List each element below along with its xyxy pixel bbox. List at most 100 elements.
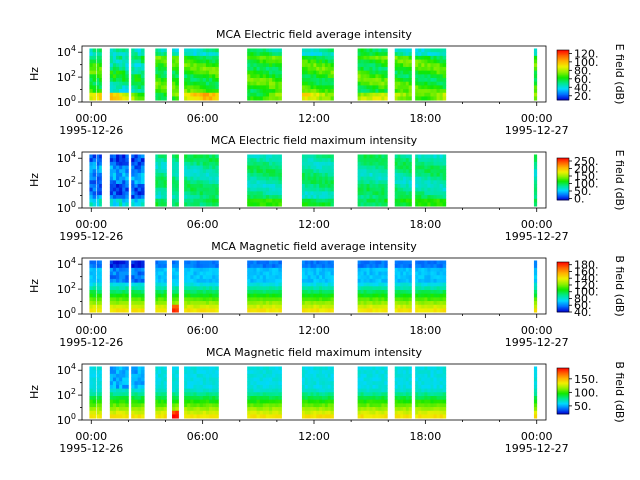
colorbar-segment: [557, 388, 569, 390]
spectrogram-cell: [259, 264, 264, 269]
spectrogram-cell: [439, 52, 444, 57]
spectrogram-cell: [415, 407, 419, 412]
spectrogram-cell: [247, 388, 251, 393]
spectrogram-cell: [112, 66, 117, 72]
spectrogram-cell: [134, 403, 139, 408]
spectrogram-cell: [134, 308, 139, 313]
spectrogram-cell: [259, 377, 264, 382]
spectrogram-cell: [400, 52, 404, 57]
spectrogram-cell: [394, 172, 398, 178]
spectrogram-cell: [418, 158, 422, 163]
spectrogram-cell: [172, 195, 176, 200]
colorbar-segment: [557, 273, 569, 275]
spectrogram-cell: [330, 180, 334, 185]
spectrogram-cell: [131, 78, 135, 83]
spectrogram-cell: [418, 399, 422, 404]
spectrogram-cell: [378, 161, 382, 166]
spectrogram-cell: [163, 184, 167, 189]
spectrogram-cell: [403, 396, 407, 401]
colorbar-segment: [557, 400, 569, 402]
spectrogram-cell: [405, 377, 410, 382]
spectrogram-cell: [209, 55, 213, 60]
spectrogram-cell: [256, 187, 261, 192]
spectrogram-cell: [247, 96, 251, 101]
spectrogram-cell: [533, 278, 538, 284]
spectrogram-cell: [433, 304, 437, 309]
spectrogram-cell: [408, 366, 412, 371]
spectrogram-cell: [533, 384, 538, 390]
spectrogram-cell: [116, 169, 120, 174]
spectrogram-cell: [160, 370, 165, 375]
spectrogram-cell: [394, 377, 398, 382]
spectrogram-cell: [160, 278, 165, 284]
spectrogram-cell: [259, 70, 264, 75]
x-tick-label: 12:00: [298, 112, 330, 125]
spectrogram-cell: [109, 63, 114, 68]
spectrogram-cell: [408, 96, 412, 101]
spectrogram-cell: [250, 154, 254, 159]
spectrogram-cell: [278, 304, 282, 309]
spectrogram-cell: [259, 275, 264, 280]
spectrogram-cell: [155, 304, 159, 309]
spectrogram-cell: [96, 370, 100, 375]
colorbar-frame: [556, 157, 570, 201]
spectrogram-cell: [330, 388, 334, 393]
spectrogram-cell: [96, 187, 100, 192]
spectrogram-cell: [250, 267, 254, 272]
spectrogram-cell: [116, 304, 120, 309]
spectrogram-cell: [427, 301, 431, 306]
spectrogram-cell: [375, 308, 379, 313]
spectrogram-cell: [278, 384, 282, 390]
spectrogram-cell: [209, 191, 213, 196]
spectrogram-cell: [256, 96, 261, 101]
spectrogram-cell: [262, 396, 267, 401]
spectrogram-cell: [533, 370, 538, 375]
spectrogram-cell: [262, 198, 267, 203]
spectrogram-cell: [184, 286, 188, 291]
spectrogram-cell: [421, 158, 425, 163]
spectrogram-cell: [403, 373, 407, 378]
spectrogram-cell: [140, 176, 145, 181]
spectrogram-cell: [381, 282, 385, 287]
colorbar-segment: [557, 71, 569, 73]
spectrogram-cell: [272, 191, 276, 196]
spectrogram-cell: [433, 286, 437, 291]
spectrogram-cell: [307, 308, 311, 313]
spectrogram-cell: [96, 198, 100, 203]
spectrogram-cell: [304, 195, 309, 200]
spectrogram-cell: [369, 169, 373, 174]
spectrogram-cell: [427, 267, 431, 272]
spectrogram-cell: [160, 282, 165, 287]
spectrogram-cell: [92, 290, 97, 295]
spectrogram-cell: [190, 74, 194, 79]
spectrogram-cell: [408, 158, 412, 163]
spectrogram-cell: [369, 260, 373, 265]
spectrogram-cell: [122, 81, 126, 86]
colorbar-segment: [557, 408, 569, 410]
spectrogram-cell: [408, 48, 412, 53]
colorbar-segment: [557, 196, 569, 198]
spectrogram-cell: [202, 373, 207, 378]
spectrogram-cell: [196, 154, 201, 159]
spectrogram-cell: [418, 180, 422, 185]
spectrogram-cell: [116, 370, 120, 375]
spectrogram-cell: [212, 282, 216, 287]
spectrogram-cell: [322, 301, 326, 306]
spectrogram-cell: [394, 403, 398, 408]
spectrogram-cell: [394, 158, 398, 163]
spectrogram-cell: [269, 89, 273, 94]
spectrogram-cell: [307, 63, 311, 68]
spectrogram-cell: [319, 165, 323, 170]
spectrogram-cell: [272, 366, 276, 371]
spectrogram-cell: [408, 384, 412, 390]
spectrogram-cell: [92, 187, 97, 192]
spectrogram-cell: [140, 63, 145, 68]
spectrogram-cell: [430, 74, 434, 79]
spectrogram-cell: [205, 396, 210, 401]
spectrogram-cell: [533, 96, 538, 101]
spectrogram-cell: [269, 381, 273, 386]
spectrogram-cell: [366, 85, 370, 90]
spectrogram-cell: [116, 373, 120, 378]
colorbar-segment: [557, 280, 569, 282]
spectrogram-cell: [316, 96, 320, 101]
